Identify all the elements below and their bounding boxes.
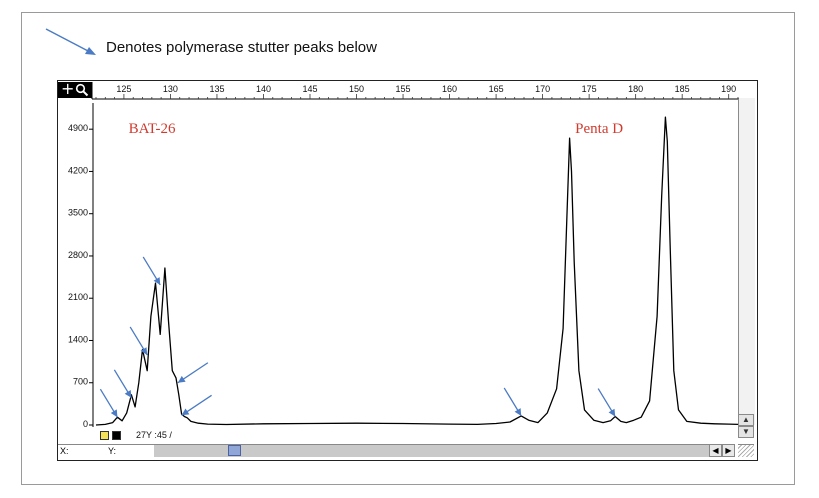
y-tick-label: 2100	[68, 292, 88, 302]
stutter-arrow-icon	[124, 390, 132, 398]
black-channel-swatch[interactable]	[112, 431, 121, 440]
scroll-right-button[interactable]: ▶	[722, 444, 735, 457]
x-tick-label: 155	[396, 84, 411, 94]
x-tick-label: 160	[442, 84, 457, 94]
x-tick-label: 135	[209, 84, 224, 94]
peak-label: Penta D	[575, 121, 623, 137]
horizontal-scrollbar[interactable]	[154, 444, 709, 457]
y-tick-label: 3500	[68, 208, 88, 218]
scroll-up-button[interactable]: ▲	[738, 414, 754, 426]
legend-text: Denotes polymerase stutter peaks below	[106, 39, 377, 56]
add-tool-button[interactable]: +	[61, 79, 75, 98]
stutter-arrow-icon	[514, 408, 522, 416]
x-tick-label: 125	[116, 84, 131, 94]
stutter-arrow-icon	[140, 347, 148, 355]
coordinate-readout: X: Y:	[58, 444, 154, 458]
x-tick-label: 180	[628, 84, 643, 94]
horizontal-scroll-thumb[interactable]	[228, 445, 241, 456]
y-tick-label: 2800	[68, 250, 88, 260]
scroll-left-button[interactable]: ◀	[709, 444, 722, 457]
x-tick-label: 145	[302, 84, 317, 94]
electropherogram-window	[57, 80, 758, 461]
y-tick-label: 700	[73, 377, 88, 387]
y-tick-label: 0	[83, 419, 88, 429]
status-readout: 27Y :45 /	[136, 430, 172, 440]
vertical-scrollbar[interactable]	[738, 98, 755, 425]
y-coordinate-label: Y:	[108, 446, 117, 456]
x-tick-label: 130	[163, 84, 178, 94]
x-tick-label: 185	[675, 84, 690, 94]
resize-grip-icon[interactable]	[738, 444, 754, 457]
x-tick-label: 175	[582, 84, 597, 94]
magnifier-icon[interactable]	[75, 83, 89, 97]
stutter-arrow-icon	[153, 277, 161, 285]
y-tick-label: 1400	[68, 334, 88, 344]
x-tick-label: 150	[349, 84, 364, 94]
y-tick-label: 4900	[68, 123, 88, 133]
x-tick-label: 140	[256, 84, 271, 94]
x-coordinate-label: X:	[60, 446, 69, 456]
y-tick-label: 4200	[68, 165, 88, 175]
stutter-arrow-icon	[181, 408, 190, 416]
stutter-arrow-icon	[177, 375, 186, 383]
trace-line	[95, 116, 739, 426]
x-tick-label: 190	[721, 84, 736, 94]
x-tick-label: 165	[489, 84, 504, 94]
yellow-channel-swatch[interactable]	[100, 431, 109, 440]
x-tick-label: 170	[535, 84, 550, 94]
scroll-down-button[interactable]: ▼	[738, 426, 754, 438]
peak-label: BAT-26	[129, 121, 176, 137]
legend-arrow-icon	[45, 28, 96, 55]
stutter-arrow-icon	[608, 408, 616, 417]
stutter-arrow-icon	[110, 409, 118, 418]
